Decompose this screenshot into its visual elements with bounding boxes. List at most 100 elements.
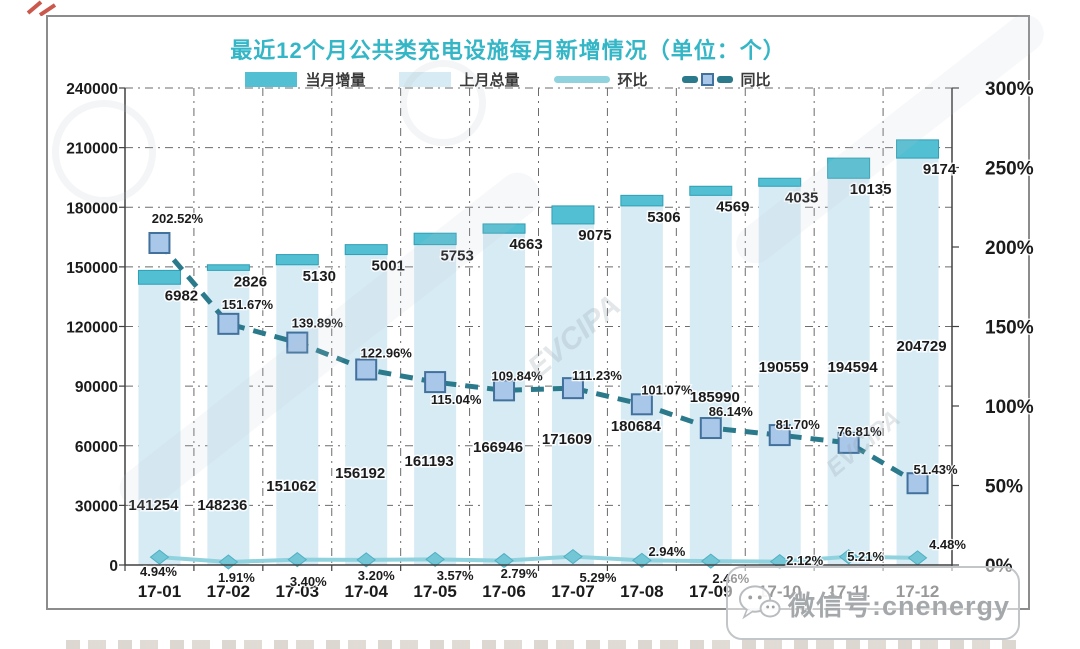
wechat-id-text: 微信号:cnenergy xyxy=(787,590,1010,621)
mom-line xyxy=(157,554,920,564)
label-prev-total-17-02: 148236 xyxy=(197,497,247,514)
x-label-17-07: 17-07 xyxy=(551,582,594,601)
bar-increment-17-05 xyxy=(413,232,457,246)
bar-increment-17-07 xyxy=(551,205,595,225)
yoy-marker-17-06 xyxy=(493,379,516,402)
bar-prev-total-17-12 xyxy=(896,158,939,565)
label-increment-17-04: 5001 xyxy=(372,258,405,275)
chart-card: 最近12个月公共类充电设施每月新增情况（单位：个） 当月增量 上月总量 环比 xyxy=(46,15,1030,610)
label-mom-17-10: 2.12% xyxy=(786,553,823,568)
label-yoy-17-02: 151.67% xyxy=(222,297,274,312)
yoy-marker-17-01 xyxy=(148,231,171,254)
x-label-17-09: 17-09 xyxy=(689,582,732,601)
label-yoy-17-11: 76.81% xyxy=(838,424,883,439)
x-label-17-01: 17-01 xyxy=(138,582,181,601)
label-increment-17-09: 4569 xyxy=(716,198,749,215)
label-prev-total-17-10: 190559 xyxy=(759,359,809,376)
red-logo-fragment xyxy=(26,0,57,16)
label-increment-17-05: 5753 xyxy=(440,248,473,265)
label-yoy-17-05: 115.04% xyxy=(431,392,482,407)
bar-increment-17-01 xyxy=(137,269,181,285)
label-increment-17-03: 5130 xyxy=(303,268,336,285)
label-mom-17-08: 2.94% xyxy=(648,544,685,559)
legend-swatch-mom-line-icon xyxy=(553,76,610,83)
right-axis-label: 300% xyxy=(985,79,1034,100)
x-label-17-08: 17-08 xyxy=(620,582,663,601)
label-increment-17-10: 4035 xyxy=(785,189,818,206)
wechat-watermark: 微信号:cnenergy xyxy=(726,566,1020,640)
yoy-line xyxy=(157,241,919,486)
label-increment-17-08: 5306 xyxy=(647,209,680,226)
left-axis-label: 0 xyxy=(109,558,118,575)
x-label-17-03: 17-03 xyxy=(276,582,319,601)
label-prev-total-17-03: 151062 xyxy=(266,478,316,495)
label-increment-17-06: 4663 xyxy=(509,236,542,253)
bar-increment-17-09 xyxy=(689,185,733,196)
bar-prev-total-17-09 xyxy=(689,195,732,565)
legend-item-prev-total: 上月总量 xyxy=(399,69,520,90)
bar-prev-total-17-08 xyxy=(620,205,663,565)
label-yoy-17-09: 86.14% xyxy=(709,404,754,419)
mom-marker-17-09 xyxy=(700,553,721,569)
left-axis-label: 30000 xyxy=(75,498,118,515)
bar-increment-17-04 xyxy=(344,244,388,256)
label-mom-17-02: 1.91% xyxy=(218,570,255,585)
chart-legend: 当月增量 上月总量 环比 同比 xyxy=(48,69,968,90)
left-axis-label: 120000 xyxy=(66,320,118,337)
bar-increment-17-10 xyxy=(758,177,802,187)
legend-swatch-increment-icon xyxy=(245,72,298,87)
mom-marker-17-11 xyxy=(838,549,859,565)
bar-prev-total-17-01 xyxy=(138,284,181,565)
label-prev-total-17-06: 166946 xyxy=(473,439,523,456)
label-prev-total-17-05: 161193 xyxy=(405,453,454,470)
label-mom-17-01: 4.94% xyxy=(140,564,177,579)
bar-increment-17-03 xyxy=(275,254,319,266)
legend-swatch-yoy-line-icon xyxy=(681,73,733,86)
left-axis-label: 210000 xyxy=(66,141,118,158)
label-prev-total-17-12: 204729 xyxy=(897,338,947,355)
label-increment-17-02: 2826 xyxy=(234,273,267,290)
bar-increment-17-11 xyxy=(827,157,871,179)
mom-marker-17-01 xyxy=(149,549,170,565)
yoy-marker-17-07 xyxy=(561,377,584,400)
legend-label: 上月总量 xyxy=(459,72,520,89)
chart-title: 最近12个月公共类充电设施每月新增情况（单位：个） xyxy=(230,38,786,63)
yoy-marker-17-11 xyxy=(837,431,860,454)
yoy-marker-17-04 xyxy=(355,358,378,381)
mom-marker-17-07 xyxy=(563,548,583,565)
label-mom-17-05: 3.57% xyxy=(437,568,474,583)
label-yoy-17-04: 122.96% xyxy=(361,345,413,360)
label-mom-17-12: 4.48% xyxy=(929,537,966,552)
label-yoy-17-06: 109.84% xyxy=(491,368,543,383)
yoy-marker-17-09 xyxy=(699,417,722,440)
right-axis-label: 150% xyxy=(985,318,1034,339)
bar-increment-17-06 xyxy=(482,223,526,234)
x-label-17-02: 17-02 xyxy=(207,582,250,601)
left-axis-label: 60000 xyxy=(75,439,118,456)
label-mom-17-03: 3.40% xyxy=(290,574,327,589)
yoy-marker-17-02 xyxy=(217,312,240,335)
label-increment-17-11: 10135 xyxy=(850,181,892,198)
label-mom-17-07: 5.29% xyxy=(580,570,617,585)
label-prev-total-17-09: 185990 xyxy=(690,389,740,406)
legend-item-mom: 环比 xyxy=(553,69,648,90)
label-prev-total-17-01: 141254 xyxy=(128,497,179,514)
label-yoy-17-01: 202.52% xyxy=(152,211,204,226)
legend-swatch-total-icon xyxy=(399,72,452,87)
yoy-marker-17-10 xyxy=(768,424,791,447)
right-axis-label: 50% xyxy=(985,477,1023,498)
left-axis-label: 90000 xyxy=(75,379,118,396)
legend-label: 环比 xyxy=(617,72,648,89)
left-axis-label: 180000 xyxy=(66,200,118,217)
bar-prev-total-17-10 xyxy=(758,186,801,566)
left-axis-label: 150000 xyxy=(66,260,118,277)
left-axis-label: 240000 xyxy=(66,81,118,98)
x-label-17-04: 17-04 xyxy=(344,582,388,601)
label-prev-total-17-11: 194594 xyxy=(828,359,879,376)
bar-increment-17-08 xyxy=(620,194,664,207)
label-increment-17-12: 9174 xyxy=(923,161,957,178)
label-yoy-17-07: 111.23% xyxy=(572,368,622,383)
label-mom-17-11: 5.21% xyxy=(847,549,884,564)
yoy-marker-17-03 xyxy=(286,331,309,354)
